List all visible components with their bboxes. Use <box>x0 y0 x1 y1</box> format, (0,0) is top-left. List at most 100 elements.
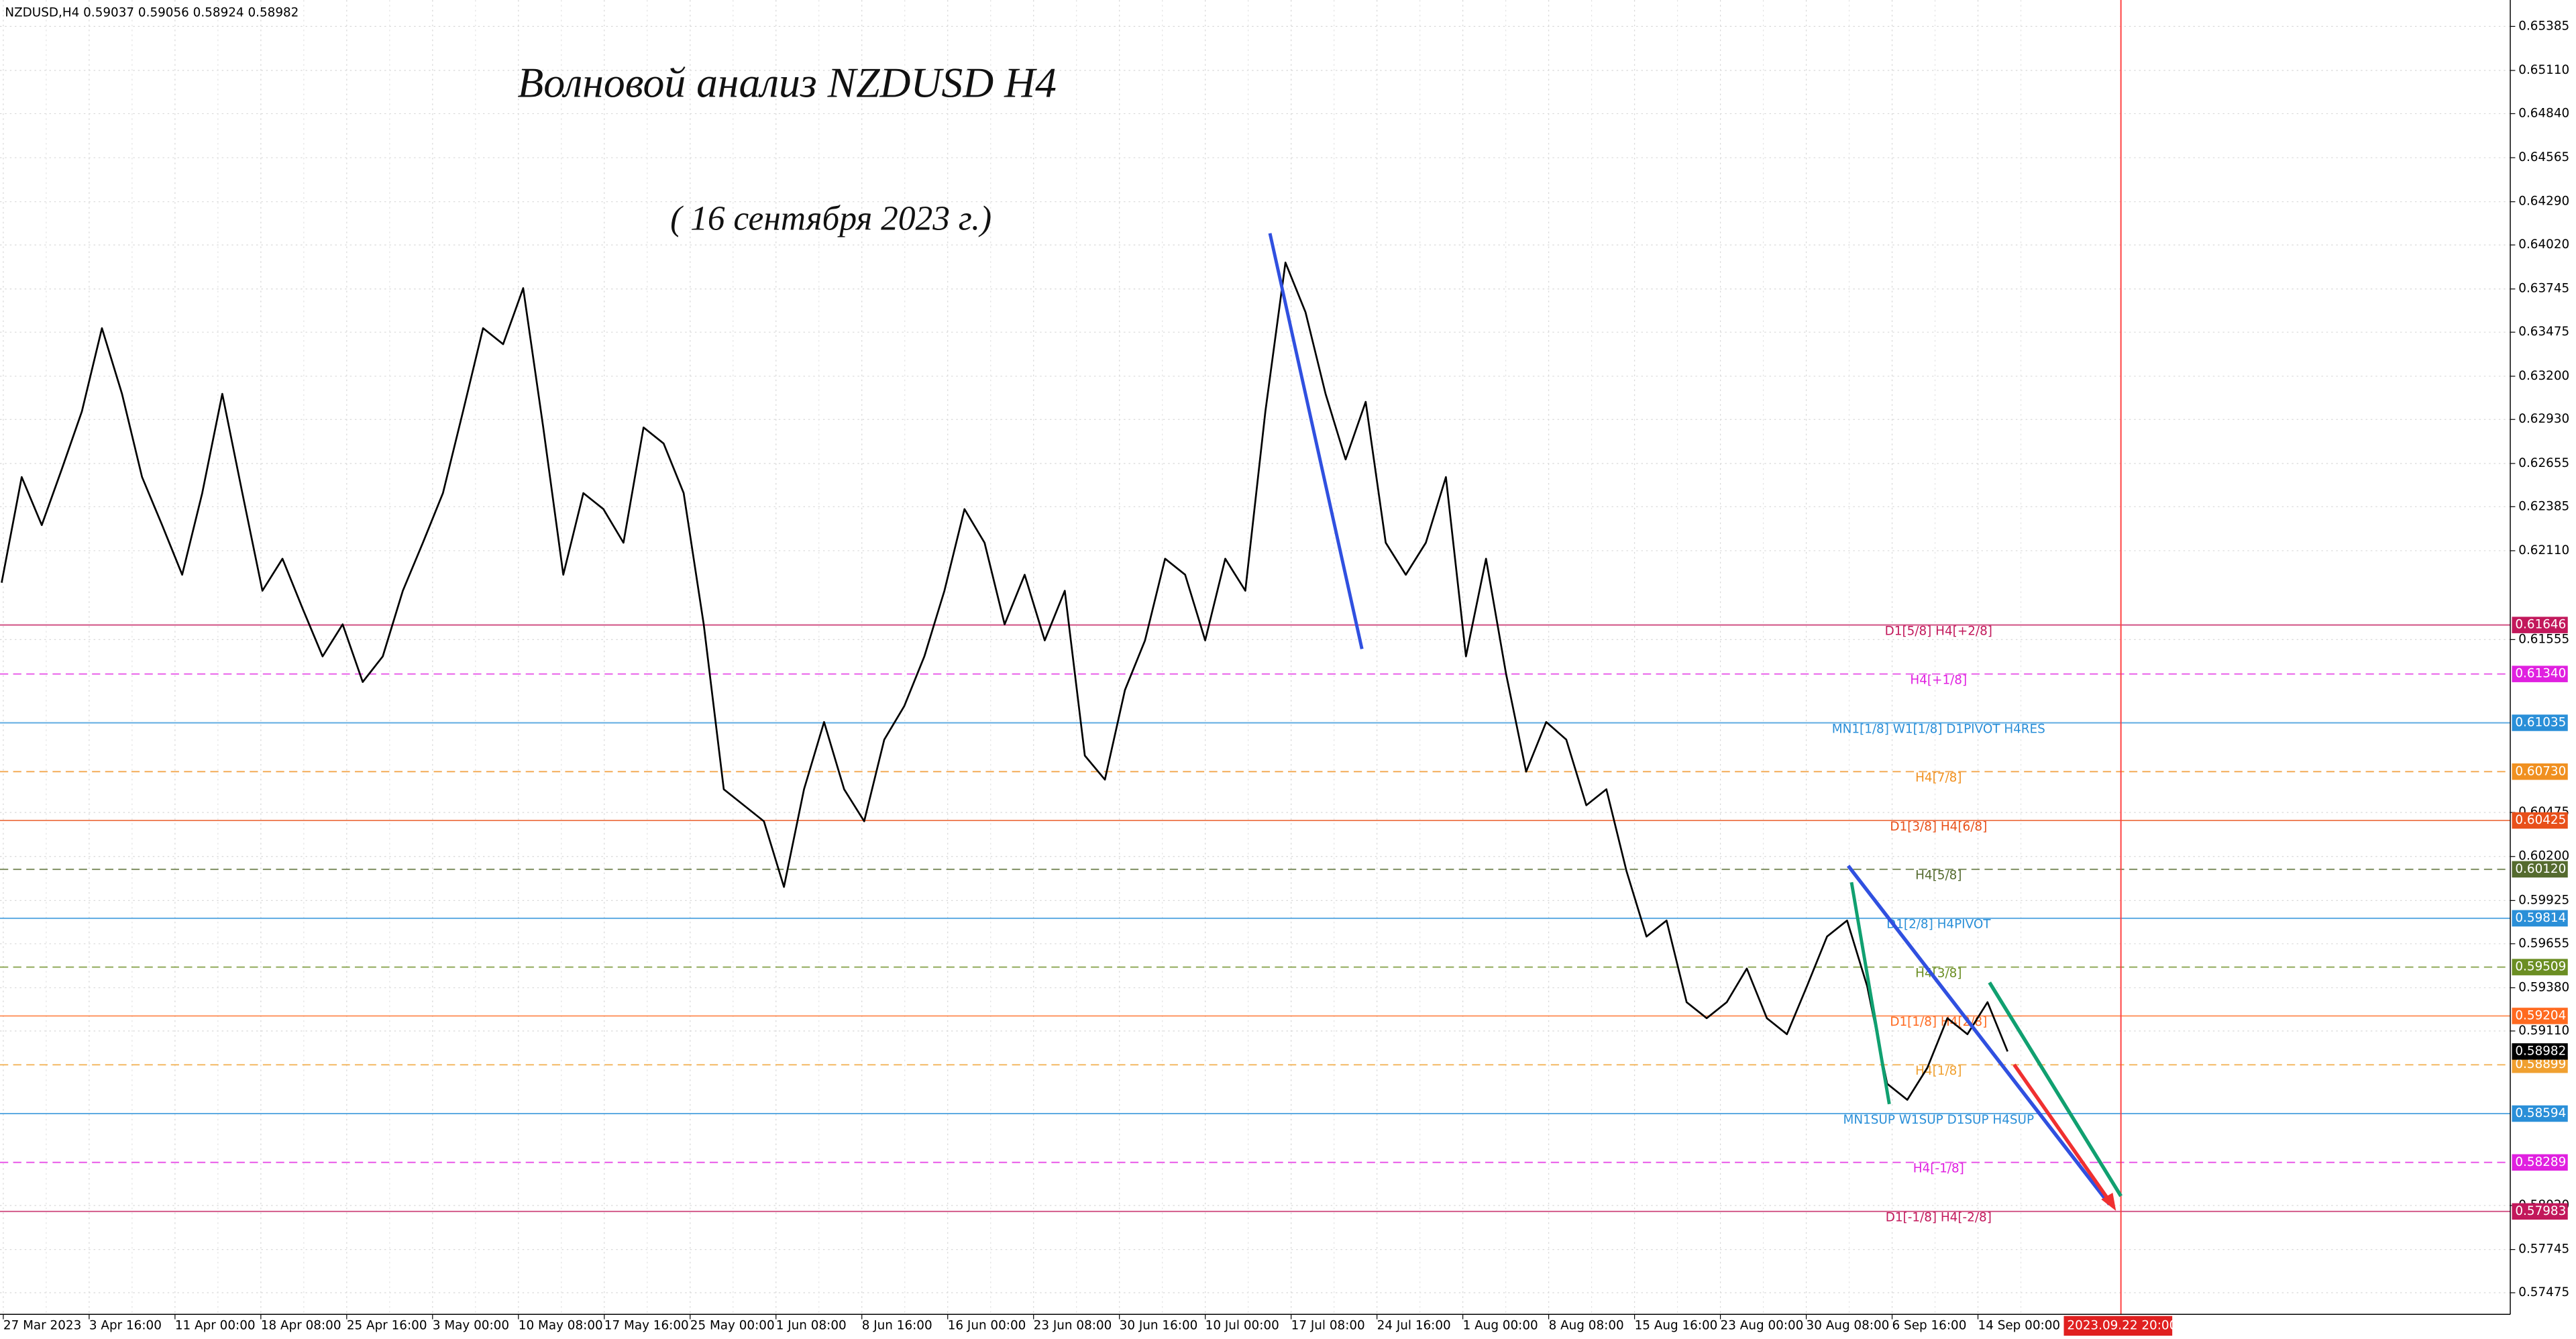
x-tick-label: 30 Jun 16:00 <box>1120 1318 1198 1332</box>
x-tick-label: 14 Sep 00:00 <box>1978 1318 2061 1332</box>
axis: 0.65385 0.65110 0.64840 0.64565 0.64290 0.640… <box>3 19 2569 1336</box>
level-name: MN1[1/8] W1[1/8] D1PIVOT H4RES <box>1832 722 2045 736</box>
level-label: 0.59204 <box>2515 1008 2566 1022</box>
y-tick-label: 0.62385 <box>2518 499 2569 513</box>
level-label-bg <box>2512 812 2568 829</box>
last-price-bg <box>2512 1043 2568 1060</box>
x-tick-label: 17 Jul 08:00 <box>1291 1318 1365 1332</box>
x-tick-label: 24 Jul 16:00 <box>1377 1318 1451 1332</box>
level-label: 0.60425 <box>2515 813 2566 827</box>
x-tick-label: 8 Aug 08:00 <box>1549 1318 1624 1332</box>
level-label: 0.59509 <box>2515 960 2566 974</box>
level-label-bg <box>2512 714 2568 731</box>
level-name: MN1SUP W1SUP D1SUP H4SUP <box>1843 1113 2035 1127</box>
cursor-label-bg <box>2063 1316 2173 1336</box>
x-tick-label: 3 May 00:00 <box>433 1318 509 1332</box>
trend-line <box>1988 981 2123 1197</box>
y-tick-label: 0.59380 <box>2518 980 2569 994</box>
y-tick-label: 0.60200 <box>2518 849 2569 863</box>
cursor-label: 2023.09.22 20:00 <box>2067 1318 2177 1332</box>
grid <box>0 0 2511 1315</box>
level-name: D1[-1/8] H4[-2/8] <box>1886 1211 1992 1225</box>
level-name: D1[1/8] H4[2/8] <box>1890 1015 1987 1029</box>
arrow-head <box>2101 1193 2116 1211</box>
levels: D1[5/8] H4[+2/8] H4[+1/8] MN1[1/8] W1[1/8]… <box>0 624 2511 1225</box>
y-tick-label: 0.63745 <box>2518 282 2569 296</box>
level-label-bg <box>2512 1154 2568 1171</box>
x-tick-label: 25 Apr 16:00 <box>347 1318 427 1332</box>
trend-line <box>1849 881 1891 1105</box>
level-name: D1[3/8] H4[6/8] <box>1890 820 1987 834</box>
level-label: 0.58289 <box>2515 1155 2566 1169</box>
y-tick-label: 0.61555 <box>2518 632 2569 646</box>
x-tick-label: 1 Aug 00:00 <box>1463 1318 1538 1332</box>
x-tick-label: 23 Jun 08:00 <box>1034 1318 1112 1332</box>
trend-line <box>1268 233 1364 649</box>
x-tick-label: 18 Apr 08:00 <box>261 1318 341 1332</box>
y-tick-label: 0.59110 <box>2518 1024 2569 1038</box>
y-tick-label: 0.57475 <box>2518 1285 2569 1299</box>
y-tick-label: 0.62655 <box>2518 456 2569 470</box>
level-label: 0.60730 <box>2515 764 2566 778</box>
level-label: 0.58594 <box>2515 1106 2566 1120</box>
trend-line <box>1846 865 2111 1206</box>
level-label-bg <box>2512 617 2568 633</box>
y-tick-label: 0.65385 <box>2518 19 2569 33</box>
y-tick-label: 0.63200 <box>2518 369 2569 383</box>
level-label: 0.61646 <box>2515 618 2566 632</box>
x-tick-label: 17 May 16:00 <box>604 1318 689 1332</box>
level-name: H4[5/8] <box>1915 869 1962 883</box>
level-label-bg <box>2512 1008 2568 1024</box>
header: NZDUSD,H4 0.59037 0.59056 0.58924 0.5898… <box>5 6 299 20</box>
y-tick-label: 0.59925 <box>2518 893 2569 907</box>
y-tick-label: 0.57745 <box>2518 1242 2569 1256</box>
level-label: 0.59814 <box>2515 911 2566 925</box>
level-label: 0.58899 <box>2515 1057 2566 1071</box>
level-name: H4[3/8] <box>1915 966 1962 980</box>
level-name: H4[7/8] <box>1915 771 1962 785</box>
x-tick-label: 11 Apr 00:00 <box>175 1318 256 1332</box>
level-label-bg <box>2512 1105 2568 1122</box>
level-name: H4[+1/8] <box>1910 673 1967 687</box>
x-tick-label: 6 Sep 16:00 <box>1892 1318 1967 1332</box>
level-label: 0.57983 <box>2515 1204 2566 1218</box>
level-label-bg <box>2512 861 2568 878</box>
y-tick-label: 0.65110 <box>2518 63 2569 77</box>
level-name: D1[2/8] H4PIVOT <box>1886 918 1991 932</box>
x-tick-label: 8 Jun 16:00 <box>862 1318 932 1332</box>
chart-title: Волновой анализ NZDUSD H4 <box>517 58 1057 106</box>
price <box>1 262 2008 1101</box>
x-tick-label: 25 May 00:00 <box>690 1318 775 1332</box>
y-tick-label: 0.64020 <box>2518 237 2569 252</box>
x-tick-label: 27 Mar 2023 <box>3 1318 81 1332</box>
x-tick-label: 1 Jun 08:00 <box>776 1318 847 1332</box>
x-tick-label: 10 Jul 00:00 <box>1205 1318 1279 1332</box>
level-name: H4[-1/8] <box>1913 1162 1964 1176</box>
level-label-bg <box>2512 959 2568 975</box>
y-tick-label: 0.64565 <box>2518 150 2569 164</box>
y-tick-label: 0.59655 <box>2518 936 2569 951</box>
level-label-bg <box>2512 910 2568 927</box>
x-tick-label: 23 Aug 00:00 <box>1721 1318 1804 1332</box>
last-price-label: 0.58982 <box>2515 1044 2566 1058</box>
price-line <box>1 262 2008 1101</box>
y-tick-label: 0.64290 <box>2518 195 2569 209</box>
level-label: 0.61035 <box>2515 715 2566 729</box>
x-tick-label: 30 Aug 08:00 <box>1807 1318 1890 1332</box>
level-label-bg <box>2512 763 2568 780</box>
chart-subtitle: ( 16 сентября 2023 г.) <box>670 199 991 237</box>
level-label-bg <box>2512 1203 2568 1220</box>
level-label-bg <box>2512 665 2568 682</box>
y-tick-label: 0.62110 <box>2518 543 2569 557</box>
x-tick-label: 3 Apr 16:00 <box>89 1318 162 1332</box>
level-label: 0.60120 <box>2515 862 2566 876</box>
x-tick-label: 15 Aug 16:00 <box>1635 1318 1718 1332</box>
trend-arrow <box>2012 1063 2111 1202</box>
x-tick-label: 16 Jun 00:00 <box>948 1318 1026 1332</box>
y-tick-label: 0.64840 <box>2518 106 2569 120</box>
x-tick-label: 10 May 08:00 <box>519 1318 603 1332</box>
level-label: 0.61340 <box>2515 667 2566 681</box>
level-name: D1[5/8] H4[+2/8] <box>1885 624 1992 638</box>
